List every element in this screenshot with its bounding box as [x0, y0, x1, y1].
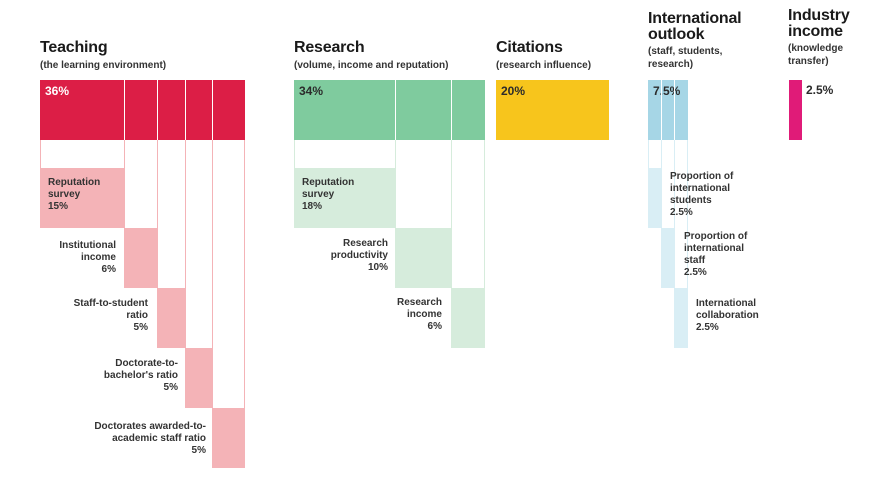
research-reputation-block — [294, 168, 395, 228]
research-income-block — [451, 288, 485, 348]
teaching-doctorate-label: Doctorate-to-bachelor's ratio 5% — [103, 358, 178, 393]
teaching-reputation-block — [40, 168, 124, 228]
international-subtitle: (staff, students, research) — [648, 46, 723, 70]
citations-bar: 20% — [496, 80, 609, 140]
international-percent: 7.5% — [653, 84, 681, 98]
research-subtitle: (volume, income and reputation) — [294, 60, 449, 71]
citations-subtitle: (research influence) — [496, 60, 592, 71]
research-productivity-label: Research productivity 10% — [330, 238, 388, 273]
research-bar: 34% — [294, 80, 485, 140]
research-productivity-block — [395, 228, 451, 288]
international-bar: 7.5% — [648, 80, 688, 140]
citations-title: Citations — [496, 39, 563, 56]
industry-percent: 2.5% — [806, 83, 834, 97]
research-percent: 34% — [299, 84, 324, 98]
research-reputation-label: Reputation survey 18% — [302, 177, 355, 212]
intl-staff-block — [661, 228, 674, 288]
teaching-doctorate-block — [185, 348, 212, 408]
teaching-doctorates-awarded-label: Doctorates awarded-to-academic staff rat… — [94, 421, 206, 456]
teaching-income-label: Institutional income 6% — [59, 240, 116, 275]
intl-staff-label: Proportion of international staff 2.5% — [684, 231, 748, 278]
teaching-title: Teaching — [40, 39, 108, 56]
citations-percent: 20% — [501, 84, 526, 98]
industry-title: Industry income — [788, 7, 850, 40]
teaching-bar: 36% — [40, 80, 245, 140]
teaching-ratio-block — [157, 288, 185, 348]
industry-subtitle: (knowledge transfer) — [788, 43, 844, 67]
intl-collaboration-label: International collaboration 2.5% — [696, 298, 759, 333]
teaching-percent: 36% — [45, 84, 70, 98]
teaching-subtitle: (the learning environment) — [40, 60, 167, 71]
research-title: Research — [294, 39, 365, 56]
teaching-reputation-label: Reputation survey 15% — [48, 177, 101, 212]
intl-students-label: Proportion of international students 2.5… — [670, 171, 734, 218]
intl-students-block — [648, 168, 661, 228]
international-title: International outlook — [648, 10, 742, 43]
teaching-doctorates-awarded-block — [212, 408, 244, 468]
industry-bar — [789, 80, 802, 140]
intl-collaboration-block — [674, 288, 688, 348]
research-income-label: Research income 6% — [396, 297, 442, 332]
teaching-income-block — [124, 228, 157, 288]
teaching-ratio-label: Staff-to-student ratio 5% — [73, 298, 148, 333]
